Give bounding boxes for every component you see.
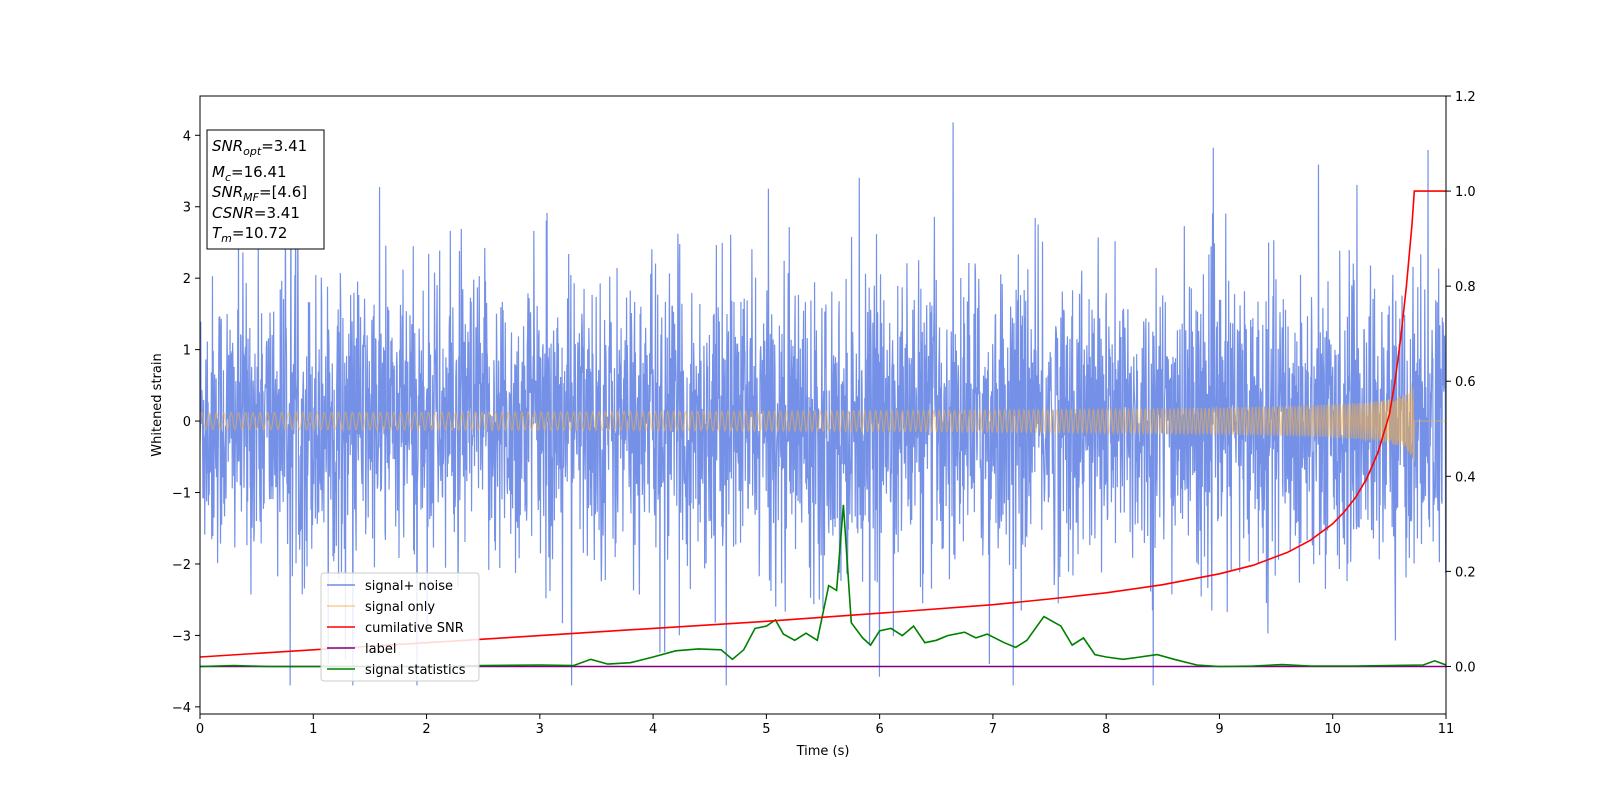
x-tick-label: 5 (762, 722, 770, 737)
y-tick-label: 0 (183, 415, 191, 430)
x-axis-label: Time (s) (796, 744, 850, 759)
y2-tick-label: 0.2 (1455, 565, 1476, 580)
y2-tick-label: 0.4 (1455, 470, 1476, 485)
x-tick-label: 6 (875, 722, 883, 737)
legend-label: label (365, 642, 396, 657)
legend-label: signal+ noise (365, 579, 453, 594)
legend-label: signal statistics (365, 663, 466, 678)
mc-text: Mc=16.41 (212, 163, 287, 184)
y-tick-label: −4 (172, 701, 191, 716)
cumulative-snr-line (200, 190, 1446, 658)
annotation-box-frame (206, 129, 325, 250)
y2-tick-label: 1.0 (1455, 185, 1476, 200)
y2-tick-label: 0.0 (1455, 660, 1476, 675)
y-tick-label: 3 (183, 201, 191, 216)
y-tick-label: −2 (172, 558, 191, 573)
y-tick-label: 1 (183, 344, 191, 359)
y2-tick-label: 0.6 (1455, 375, 1476, 390)
y-axis-label: Whitened strain (150, 353, 165, 456)
legend-label: cumilative SNR (365, 621, 464, 636)
legend-frame (320, 572, 480, 682)
csnr-text: CSNR=3.41 (212, 204, 300, 222)
y2-tick-label: 0.8 (1455, 280, 1476, 295)
y2-tick-label: 1.2 (1455, 90, 1476, 105)
legend-label: signal only (365, 600, 435, 615)
x-tick-label: 9 (1215, 722, 1223, 737)
snr-mf-text: SNRMF=[4.6] (212, 183, 307, 204)
y-tick-label: 2 (183, 272, 191, 287)
x-axis-ticks: 0 1 2 3 4 5 6 7 8 9 10 11 (196, 714, 1454, 737)
x-tick-label: 2 (422, 722, 430, 737)
x-tick-label: 7 (989, 722, 997, 737)
x-tick-label: 10 (1324, 722, 1341, 737)
y2-axis-ticks: 1.2 1.0 0.8 0.6 0.4 0.2 0.0 (1446, 90, 1476, 675)
signal-statistics-line (200, 504, 1446, 668)
x-tick-label: 0 (196, 722, 204, 737)
y-axis-ticks: 4 3 2 1 0 −1 −2 −3 −4 (172, 129, 200, 716)
x-tick-label: 3 (536, 722, 544, 737)
y-tick-label: −3 (172, 629, 191, 644)
x-tick-label: 1 (309, 722, 317, 737)
x-tick-label: 11 (1438, 722, 1455, 737)
y-tick-label: −1 (172, 487, 191, 502)
tm-text: Tm=10.72 (212, 224, 287, 245)
y-tick-label: 4 (183, 129, 191, 144)
legend: signal+ noise signal only cumilative SNR la… (320, 572, 480, 682)
x-tick-label: 4 (649, 722, 657, 737)
snr-opt-text: SNRopt=3.41 (212, 137, 307, 158)
x-tick-label: 8 (1102, 722, 1110, 737)
axes-frame (199, 95, 1447, 715)
annotation-box: SNRopt=3.41 Mc=16.41 SNRMF=[4.6] CSNR=3.… (206, 129, 325, 250)
signal-only-line (200, 382, 1446, 462)
